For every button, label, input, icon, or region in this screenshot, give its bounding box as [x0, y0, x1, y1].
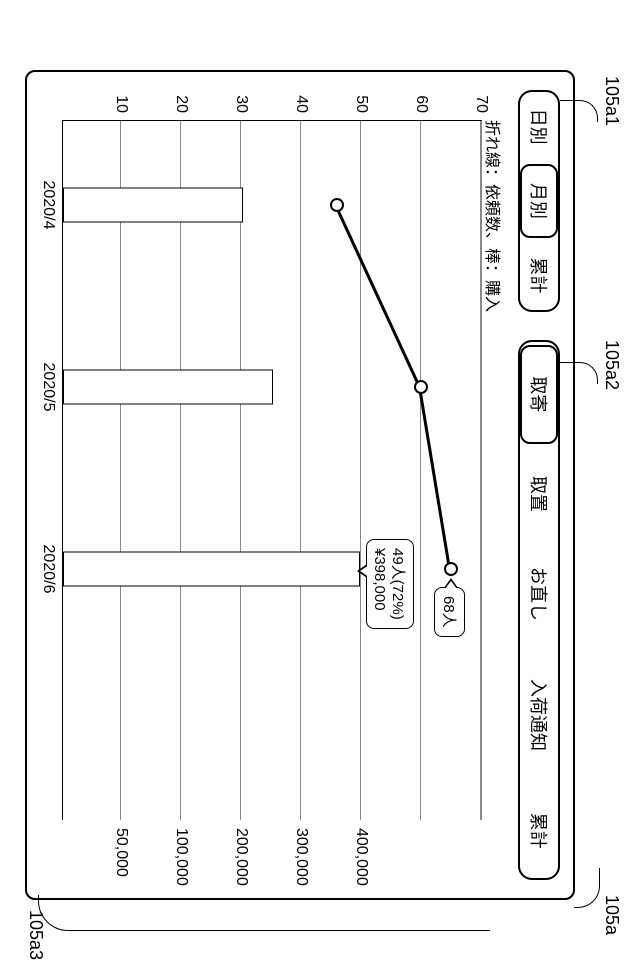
ytick-left: 20 — [172, 95, 190, 121]
figure-canvas: 105a 日別 月別 累計 105a1 取寄 取置 お直し 入荷通知 累計 10… — [0, 0, 640, 965]
gridline — [360, 121, 361, 820]
ytick-left: 50 — [352, 95, 370, 121]
ytick-right: 100,000 — [172, 820, 190, 886]
ytick-left: 40 — [292, 95, 310, 121]
ref-tabbar2-lead — [560, 362, 598, 384]
plot-area: 1020304050607050,000100,000200,000300,00… — [62, 120, 482, 820]
tab-onaoshi[interactable]: お直し — [520, 541, 558, 646]
ref-chart-lead — [38, 895, 490, 931]
tabbar-type: 取寄 取置 お直し 入荷通知 累計 — [518, 340, 560, 880]
ytick-right: 200,000 — [232, 820, 250, 886]
line-segment — [334, 204, 421, 387]
gridline — [240, 121, 241, 820]
callout-bar-last: 49人(72%)¥398,000 — [366, 539, 414, 629]
xtick: 2020/5 — [39, 363, 63, 412]
line-marker — [414, 380, 428, 394]
tab-cumulative-period[interactable]: 累計 — [520, 241, 558, 310]
ytick-left: 60 — [412, 95, 430, 121]
tab-torioki[interactable]: 取置 — [520, 447, 558, 542]
line-marker — [330, 198, 344, 212]
bar — [63, 188, 243, 223]
tab-monthly[interactable]: 月別 — [520, 164, 558, 237]
ref-panel: 105a — [601, 895, 622, 935]
ref-tabbar1: 105a1 — [601, 76, 622, 126]
ytick-left: 70 — [472, 95, 490, 121]
ytick-right: 300,000 — [292, 820, 310, 886]
ytick-left: 10 — [112, 95, 130, 121]
gridline — [420, 121, 421, 820]
ytick-right: 50,000 — [112, 820, 130, 877]
tab-toriyose[interactable]: 取寄 — [520, 345, 558, 444]
ref-tabbar1-lead — [560, 100, 598, 122]
ref-panel-lead — [574, 868, 600, 908]
callout-line-last: 68人 — [434, 587, 465, 637]
line-segment — [418, 387, 451, 569]
gridline — [180, 121, 181, 820]
combo-chart: 1020304050607050,000100,000200,000300,00… — [62, 120, 482, 820]
gridline — [300, 121, 301, 820]
line-marker — [444, 562, 458, 576]
ytick-left: 30 — [232, 95, 250, 121]
tab-nyuka[interactable]: 入荷通知 — [520, 647, 558, 784]
tabbar-period: 日別 月別 累計 — [518, 90, 560, 312]
xtick: 2020/4 — [39, 181, 63, 230]
bar — [63, 370, 273, 405]
chart-legend: 折れ線：依頼数、棒：購入 — [482, 120, 506, 312]
ref-tabbar2: 105a2 — [601, 340, 622, 390]
gridline — [480, 121, 481, 820]
tab-daily[interactable]: 日別 — [520, 92, 558, 161]
gridline — [120, 121, 121, 820]
ytick-right: 400,000 — [352, 820, 370, 886]
bar — [63, 552, 360, 587]
xtick: 2020/6 — [39, 545, 63, 594]
tab-cumulative-type[interactable]: 累計 — [520, 783, 558, 878]
